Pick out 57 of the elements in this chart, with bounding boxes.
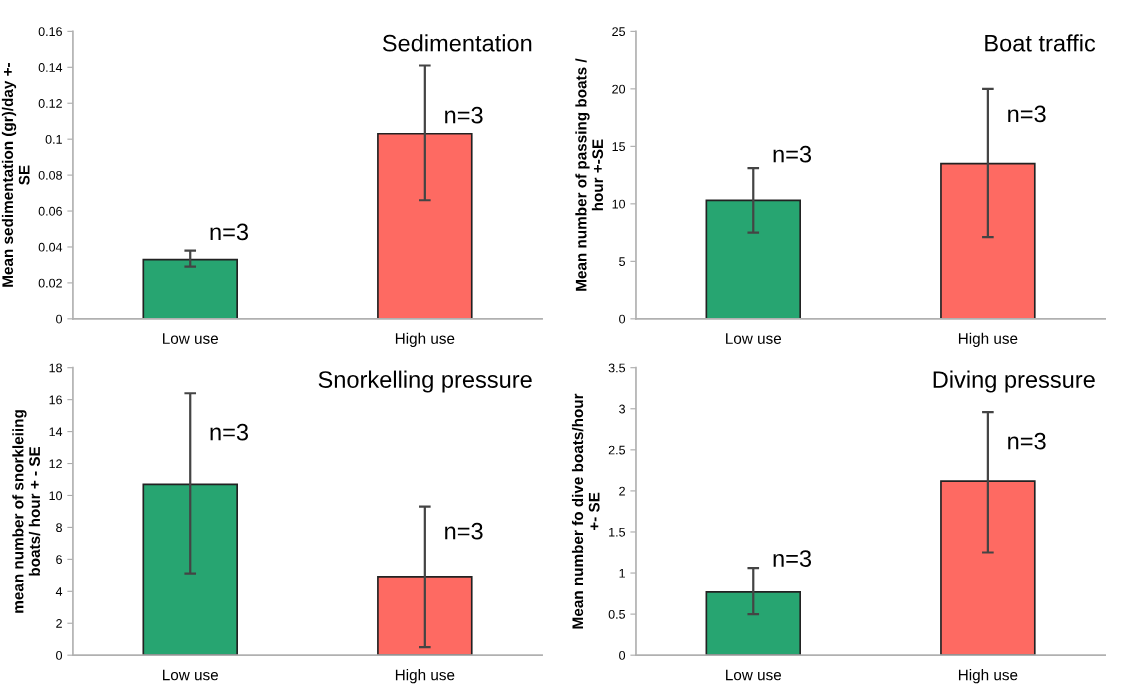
chart-title: Sedimentation (382, 34, 532, 52)
y-tick-label: 10 (612, 199, 626, 209)
annotation: n=3 (773, 145, 812, 163)
x-tick-label: High use (395, 332, 455, 347)
y-tick-label: 1.5 (609, 527, 626, 537)
x-tick-label: Low use (163, 333, 218, 344)
y-tick-label: 5 (619, 257, 626, 266)
y-tick-label: 1 (619, 568, 625, 578)
y-tick-label: 0.5 (608, 609, 626, 619)
y-axis-title: mean number of snorkleiing boats/ hour + - SE (12, 410, 41, 613)
y-tick-label: 20 (612, 84, 626, 94)
y-tick-label: 2 (619, 486, 625, 496)
x-tick-label: Low use (726, 669, 782, 681)
x-tick-label: High use (958, 669, 1018, 684)
y-tick-label: 2.5 (608, 445, 626, 455)
y-tick-label: 0.06 (38, 206, 62, 216)
y-tick-label: 14 (49, 427, 63, 437)
y-tick-label: 0 (619, 314, 626, 324)
y-tick-label: 0.16 (38, 27, 62, 37)
annotation: n=3 (445, 522, 483, 540)
annotation: n=3 (1008, 432, 1046, 450)
annotation: n=3 (210, 223, 249, 241)
y-tick-label: 12 (49, 459, 62, 469)
y-tick-label: 0.12 (38, 99, 62, 108)
y-tick-label: 0.08 (38, 170, 62, 180)
chart-title: Diving pressure (933, 370, 1095, 393)
y-axis-title: Mean number fo dive boats/hour +- SE (571, 393, 600, 629)
y-tick-label: 15 (612, 142, 626, 152)
x-tick-label: High use (958, 332, 1018, 347)
y-tick-label: 3.5 (608, 363, 626, 373)
y-tick-label: 3 (619, 404, 625, 414)
y-tick-label: 4 (55, 587, 63, 596)
y-axis-title: Mean sedimentation (gr)/day +- SE (1, 63, 30, 287)
y-tick-label: 0 (56, 650, 63, 660)
y-tick-label: 18 (49, 363, 62, 373)
y-tick-label: 10 (49, 491, 63, 501)
y-tick-label: 2 (56, 619, 62, 628)
chart-title: Snorkelling pressure (318, 370, 532, 393)
y-tick-label: 0 (619, 650, 626, 660)
y-tick-label: 16 (49, 395, 62, 405)
y-tick-label: 8 (56, 523, 62, 533)
annotation: n=3 (210, 423, 249, 441)
y-tick-label: 6 (56, 555, 62, 565)
annotation: n=3 (445, 106, 483, 124)
annotation: n=3 (1008, 105, 1046, 123)
y-tick-label: 0.14 (38, 63, 63, 72)
chart-title: Boat traffic (985, 34, 1096, 52)
y-tick-label: 0 (56, 314, 63, 324)
y-tick-label: 0.1 (45, 134, 62, 144)
y-tick-label: 25 (612, 27, 626, 37)
y-axis-title: Mean number of passing boats / hour +-SE (575, 58, 604, 291)
y-tick-label: 0.02 (38, 278, 62, 288)
x-tick-label: Low use (163, 669, 218, 681)
y-tick-label: 0.04 (38, 242, 63, 252)
annotation: n=3 (773, 550, 812, 567)
x-tick-label: Low use (726, 333, 782, 344)
x-tick-label: High use (395, 669, 455, 684)
